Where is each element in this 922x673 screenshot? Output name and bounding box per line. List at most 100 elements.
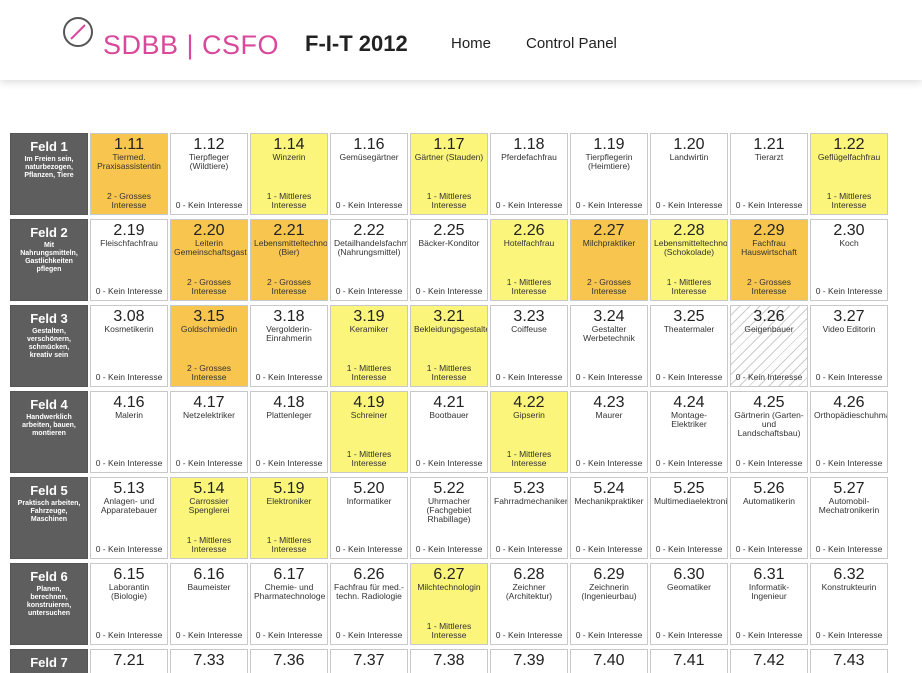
career-name: Kosmetikerin <box>104 324 154 334</box>
career-cell[interactable]: 7.39 <box>490 649 568 673</box>
career-cell[interactable]: 4.22 Gipserin 1 - Mittleres Interesse <box>490 391 568 473</box>
career-cell[interactable]: 3.15 Goldschmiedin 2 - Grosses Interesse <box>170 305 248 387</box>
career-cell[interactable]: 3.27 Video Editorin 0 - Kein Interesse <box>810 305 888 387</box>
career-cell[interactable]: 2.30 Koch 0 - Kein Interesse <box>810 219 888 301</box>
career-cell[interactable]: 6.29 Zeichnerin (Ingenieurbau) 0 - Kein In… <box>570 563 648 645</box>
career-cell[interactable]: 7.33 <box>170 649 248 673</box>
nav-link[interactable]: Home <box>451 35 492 52</box>
career-code: 2.20 <box>193 222 225 239</box>
career-cell[interactable]: 1.20 Landwirtin 0 - Kein Interesse <box>650 133 728 215</box>
career-cell[interactable]: 7.38 <box>410 649 488 673</box>
career-cell[interactable]: 3.19 Keramiker 1 - Mittleres Interesse <box>330 305 408 387</box>
career-cell[interactable]: 2.25 Bäcker-Konditor 0 - Kein Interesse <box>410 219 488 301</box>
career-cell[interactable]: 7.42 <box>730 649 808 673</box>
career-cell[interactable]: 2.21Lebensmitteltechnologe (Bier) 2 - Gro… <box>250 219 328 301</box>
career-cell[interactable]: 1.16 Gemüsegärtner 0 - Kein Interesse <box>330 133 408 215</box>
interest-level: 0 - Kein Interesse <box>495 544 563 554</box>
career-cell[interactable]: 6.17 Chemie- und Pharmatechnologe 0 - Kein… <box>250 563 328 645</box>
career-cell[interactable]: 4.18 Plattenleger 0 - Kein Interesse <box>250 391 328 473</box>
interest-level: 0 - Kein Interesse <box>495 630 563 640</box>
career-cell[interactable]: 6.27 Milchtechnologin 1 - Mittleres Intere… <box>410 563 488 645</box>
career-cell[interactable]: 5.27 Automobil-Mechatronikerin 0 - Kein In… <box>810 477 888 559</box>
nav-link[interactable]: Control Panel <box>526 35 617 52</box>
career-cell[interactable]: 4.21 Bootbauer 0 - Kein Interesse <box>410 391 488 473</box>
career-name: Tiermed. Praxisassistentin <box>97 152 161 171</box>
interest-level: 0 - Kein Interesse <box>655 630 723 640</box>
career-cell[interactable]: 6.32 Konstrukteurin 0 - Kein Interesse <box>810 563 888 645</box>
career-cell[interactable]: 4.26Orthopädieschuhmacher 0 - Kein Intere… <box>810 391 888 473</box>
career-cell[interactable]: 2.26 Hotelfachfrau 1 - Mittleres Interesse <box>490 219 568 301</box>
career-code: 4.21 <box>433 394 465 411</box>
career-code: 7.40 <box>593 652 625 669</box>
career-cell[interactable]: 3.25 Theatermaler 0 - Kein Interesse <box>650 305 728 387</box>
row-description: Mit Nahrungsmitteln, Gastlichkeiten pfle… <box>20 242 78 273</box>
career-cell[interactable]: 6.31 Informatik-Ingenieur 0 - Kein Interes… <box>730 563 808 645</box>
career-code: 3.27 <box>833 308 865 325</box>
career-cell[interactable]: 5.23 Fahrradmechaniker 0 - Kein Interesse <box>490 477 568 559</box>
interest-level: 1 - Mittleres Interesse <box>346 363 392 382</box>
interest-level: 1 - Mittleres Interesse <box>426 363 472 382</box>
career-cell[interactable]: 1.12 Tierpfleger (Wildtiere) 0 - Kein Inte… <box>170 133 248 215</box>
career-cell[interactable]: 4.17 Netzelektriker 0 - Kein Interesse <box>170 391 248 473</box>
career-cell[interactable]: 1.21 Tierarzt 0 - Kein Interesse <box>730 133 808 215</box>
career-cell[interactable]: 1.17 Gärtner (Stauden) 1 - Mittleres Inter… <box>410 133 488 215</box>
career-cell[interactable]: 4.24 Montage-Elektriker 0 - Kein Interesse <box>650 391 728 473</box>
career-cell[interactable]: 2.28Lebensmitteltechnologin (Schokolade)… <box>650 219 728 301</box>
career-name: Video Editorin <box>822 324 876 334</box>
career-cell[interactable]: 2.22Detailhandelsfachmann (Nahrungsmitte… <box>330 219 408 301</box>
career-cell[interactable]: 6.26 Fachfrau für med.-techn. Radiologie 0… <box>330 563 408 645</box>
career-code: 3.24 <box>593 308 625 325</box>
career-cell[interactable]: 5.13 Anlagen- und Apparatebauer 0 - Kein I… <box>90 477 168 559</box>
career-cell[interactable]: 5.20 Informatiker 0 - Kein Interesse <box>330 477 408 559</box>
career-cell[interactable]: 7.41 <box>650 649 728 673</box>
career-code: 2.21 <box>273 222 305 239</box>
row-header: Feld 5 Praktisch arbeiten, Fahrzeuge, Mas… <box>10 477 88 559</box>
career-cell[interactable]: 1.18 Pferdefachfrau 0 - Kein Interesse <box>490 133 568 215</box>
career-cell[interactable]: 2.29 Fachfrau Hauswirtschaft 2 - Grosses I… <box>730 219 808 301</box>
career-cell[interactable]: 1.11 Tiermed. Praxisassistentin 2 - Grosse… <box>90 133 168 215</box>
career-cell[interactable]: 7.21 <box>90 649 168 673</box>
interest-level: 1 - Mittleres Interesse <box>186 535 232 554</box>
career-cell[interactable]: 4.19 Schreiner 1 - Mittleres Interesse <box>330 391 408 473</box>
career-code: 3.26 <box>753 308 785 325</box>
career-cell[interactable]: 1.19 Tierpflegerin (Heimtiere) 0 - Kein In… <box>570 133 648 215</box>
career-name: Winzerin <box>272 152 306 162</box>
career-cell[interactable]: 3.26 Geigenbauer 0 - Kein Interesse <box>730 305 808 387</box>
career-cell[interactable]: 1.14 Winzerin 1 - Mittleres Interesse <box>250 133 328 215</box>
career-cell[interactable]: 2.27 Milchpraktiker 2 - Grosses Interesse <box>570 219 648 301</box>
career-cell[interactable]: 3.21 Bekleidungsgestalter 1 - Mittleres In… <box>410 305 488 387</box>
career-cell[interactable]: 5.19 Elektroniker 1 - Mittleres Interesse <box>250 477 328 559</box>
career-cell[interactable]: 2.19 Fleischfachfrau 0 - Kein Interesse <box>90 219 168 301</box>
career-code: 3.25 <box>673 308 705 325</box>
career-cell[interactable]: 7.43 <box>810 649 888 673</box>
career-cell[interactable]: 6.28 Zeichner (Architektur) 0 - Kein Inter… <box>490 563 568 645</box>
career-code: 4.16 <box>113 394 145 411</box>
career-cell[interactable]: 3.24 Gestalter Werbetechnik 0 - Kein Inter… <box>570 305 648 387</box>
career-cell[interactable]: 1.22 Geflügelfachfrau 1 - Mittleres Intere… <box>810 133 888 215</box>
career-cell[interactable]: 3.18 Vergolderin-Einrahmerin 0 - Kein Inte… <box>250 305 328 387</box>
career-name: Goldschmiedin <box>180 324 238 334</box>
career-cell[interactable]: 4.25 Gärtnerin (Garten- und Landschaftsba… <box>730 391 808 473</box>
career-name: Gärtner (Stauden) <box>414 152 484 162</box>
career-cell[interactable]: 6.15 Laborantin (Biologie) 0 - Kein Intere… <box>90 563 168 645</box>
career-cell[interactable]: 6.16 Baumeister 0 - Kein Interesse <box>170 563 248 645</box>
career-cell[interactable]: 5.24 Mechanikpraktiker 0 - Kein Interesse <box>570 477 648 559</box>
career-cell[interactable]: 7.36 <box>250 649 328 673</box>
career-cell[interactable]: 7.40 <box>570 649 648 673</box>
career-cell[interactable]: 5.14 Carrossier Spenglerei 1 - Mittleres I… <box>170 477 248 559</box>
career-cell[interactable]: 6.30 Geomatiker 0 - Kein Interesse <box>650 563 728 645</box>
career-name: Automatikerin <box>743 496 795 506</box>
career-cell[interactable]: 5.22 Uhrmacher (Fachgebiet Rhabillage) 0 -… <box>410 477 488 559</box>
career-cell[interactable]: 4.23 Maurer 0 - Kein Interesse <box>570 391 648 473</box>
career-cell[interactable]: 7.37 <box>330 649 408 673</box>
career-cell[interactable]: 5.25Multimediaelektroniker 0 - Kein Inter… <box>650 477 728 559</box>
career-code: 3.19 <box>353 308 385 325</box>
interest-level: 0 - Kein Interesse <box>735 200 803 210</box>
career-cell[interactable]: 4.16 Malerin 0 - Kein Interesse <box>90 391 168 473</box>
career-cell[interactable]: 3.23 Coiffeuse 0 - Kein Interesse <box>490 305 568 387</box>
career-cell[interactable]: 3.08 Kosmetikerin 0 - Kein Interesse <box>90 305 168 387</box>
career-name: Coiffeuse <box>511 324 547 334</box>
career-cell[interactable]: 5.26 Automatikerin 0 - Kein Interesse <box>730 477 808 559</box>
